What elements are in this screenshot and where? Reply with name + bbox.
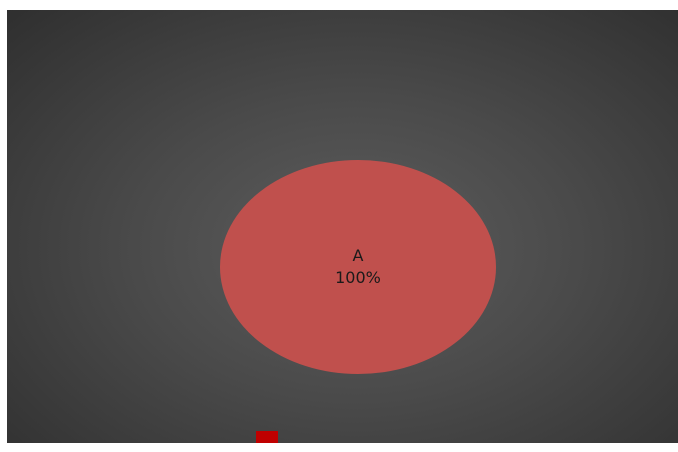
pie-slice-a [220,160,496,374]
legend-swatch [256,431,278,443]
slice-category-label: A [353,246,364,265]
pie-chart: A 100% [220,160,496,443]
slice-labels: A 100% [335,246,381,287]
chart-legend [256,431,278,443]
slice-percent-label: 100% [335,268,381,287]
chart-area: A 100% [7,10,678,443]
pie-slices [220,160,496,374]
